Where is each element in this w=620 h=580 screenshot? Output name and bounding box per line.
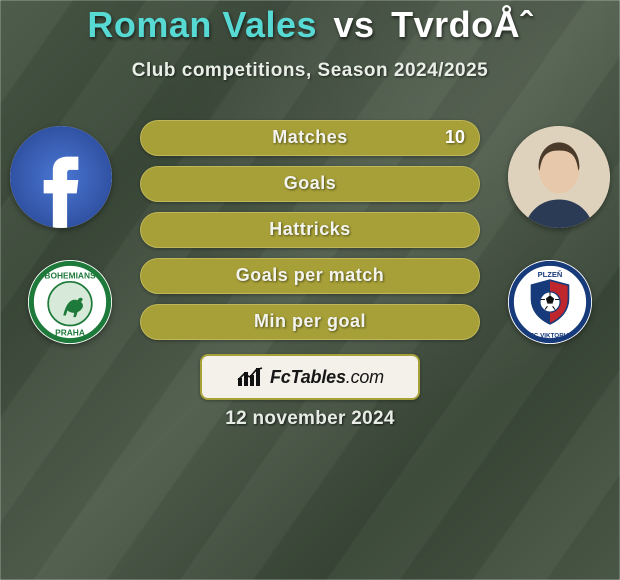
bar-chart-icon <box>236 366 264 388</box>
stat-label: Matches <box>141 127 479 148</box>
stat-row: Hattricks <box>140 212 480 248</box>
player1-club-crest: BOHEMIANS PRAHA <box>28 260 112 344</box>
stat-label: Hattricks <box>141 219 479 240</box>
vs-text: vs <box>334 4 375 45</box>
site-name-tld: .com <box>346 367 384 387</box>
svg-text:BOHEMIANS: BOHEMIANS <box>44 270 96 280</box>
svg-text:PLZEŇ: PLZEŇ <box>538 270 563 279</box>
stat-label: Goals per match <box>141 265 479 286</box>
subtitle: Club competitions, Season 2024/2025 <box>0 60 620 82</box>
svg-text:FC VIKTORIA: FC VIKTORIA <box>530 332 571 339</box>
player1-name: Roman Vales <box>87 4 317 45</box>
svg-text:PRAHA: PRAHA <box>55 328 85 338</box>
site-badge: FcTables.com <box>200 354 420 400</box>
stats-rows: Matches10 Goals Hattricks Goals per match Mi… <box>140 120 480 350</box>
site-name: FcTables.com <box>270 367 384 388</box>
stat-label: Goals <box>141 173 479 194</box>
stat-label: Min per goal <box>141 311 479 332</box>
date-text: 12 november 2024 <box>0 408 620 430</box>
player1-avatar <box>10 126 112 228</box>
page-title: Roman Vales vs TvrdoÅˆ <box>0 4 620 46</box>
player2-name: TvrdoÅˆ <box>391 4 533 45</box>
stat-row: Goals <box>140 166 480 202</box>
stat-row: Matches10 <box>140 120 480 156</box>
stat-value-player2: 10 <box>445 127 465 148</box>
stat-row: Min per goal <box>140 304 480 340</box>
stat-row: Goals per match <box>140 258 480 294</box>
site-name-main: FcTables <box>270 367 346 387</box>
player2-club-crest: PLZEŇ FC VIKTORIA <box>508 260 592 344</box>
player2-avatar <box>508 126 610 228</box>
